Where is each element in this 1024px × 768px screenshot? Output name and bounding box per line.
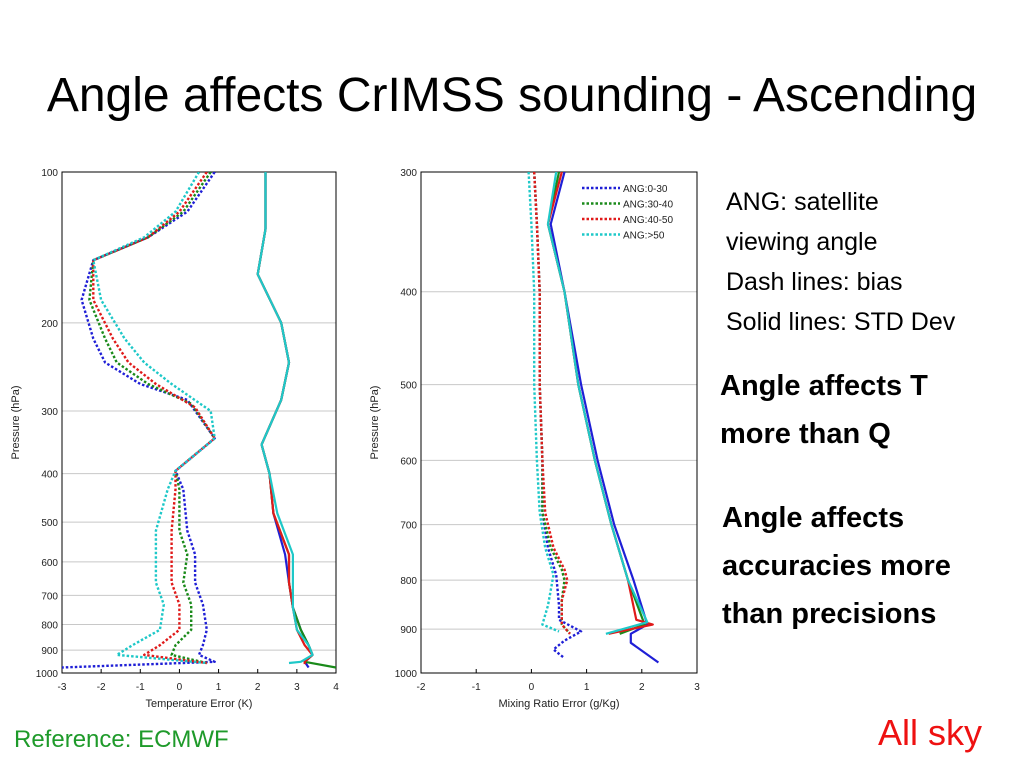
x-tick-label: -1 bbox=[136, 682, 145, 693]
notes-block: ANG: satellite viewing angle Dash lines:… bbox=[726, 182, 955, 342]
callout-line: Angle affects bbox=[722, 502, 905, 534]
note-line: ANG: satellite bbox=[726, 188, 879, 216]
y-tick-label: 400 bbox=[400, 288, 417, 299]
callout-t-vs-q: Angle affects T more than Q bbox=[720, 362, 928, 458]
y-tick-label: 500 bbox=[41, 518, 58, 529]
series-ang-50-dash-line bbox=[527, 172, 560, 633]
series-std-solid-line bbox=[256, 172, 314, 665]
y-axis-label: Pressure (hPa) bbox=[10, 386, 22, 460]
series-std-solid-line bbox=[546, 172, 649, 635]
x-tick-label: 2 bbox=[639, 682, 645, 693]
y-tick-label: 700 bbox=[41, 591, 58, 602]
y-tick-label: 600 bbox=[400, 456, 417, 467]
x-tick-label: -2 bbox=[97, 682, 106, 693]
y-tick-label: 400 bbox=[41, 470, 58, 481]
y-tick-label: 900 bbox=[41, 646, 58, 657]
series-ang-0-30-dash-line bbox=[62, 172, 216, 669]
series-std-solid-line bbox=[256, 172, 336, 669]
x-tick-label: 2 bbox=[255, 682, 261, 693]
legend-label: ANG:30-40 bbox=[623, 200, 673, 211]
x-tick-label: -3 bbox=[58, 682, 67, 693]
legend-label: ANG:40-50 bbox=[623, 215, 673, 226]
y-tick-label: 300 bbox=[41, 407, 58, 418]
x-tick-label: 1 bbox=[216, 682, 222, 693]
note-line: Solid lines: STD Dev bbox=[726, 308, 956, 336]
x-axis-label: Temperature Error (K) bbox=[146, 698, 253, 710]
callout-line: more than Q bbox=[720, 418, 891, 450]
series-std-solid-line bbox=[549, 172, 660, 664]
y-tick-label: 300 bbox=[400, 168, 417, 179]
legend-label: ANG:0-30 bbox=[623, 184, 668, 195]
chart-2: 300 400 500 600 700 800 900 1000 -2 -1 0 1 2 3 Mixing … bbox=[369, 168, 700, 710]
series-ang-40-50-dash-line bbox=[92, 172, 216, 665]
y-tick-label: 200 bbox=[41, 319, 58, 330]
x-tick-label: 1 bbox=[584, 682, 590, 693]
x-tick-label: 0 bbox=[177, 682, 183, 693]
series-std-solid-line bbox=[256, 172, 314, 669]
y-axis-label: Pressure (hPa) bbox=[369, 386, 381, 460]
x-tick-label: 3 bbox=[294, 682, 300, 693]
series-ang-40-50-dash-line bbox=[533, 172, 571, 635]
x-tick-label: 3 bbox=[694, 682, 700, 693]
x-tick-label: -2 bbox=[417, 682, 426, 693]
note-line: viewing angle bbox=[726, 228, 878, 256]
callout-line: than precisions bbox=[722, 598, 937, 630]
callout-line: accuracies more bbox=[722, 550, 951, 582]
x-tick-label: 4 bbox=[333, 682, 339, 693]
callout-accuracy: Angle affects accuracies more than preci… bbox=[722, 494, 951, 638]
series-ang-50-dash-line bbox=[92, 172, 216, 665]
reference-label: Reference: ECMWF bbox=[14, 726, 229, 753]
y-tick-label: 800 bbox=[41, 620, 58, 631]
callout-line: Angle affects T bbox=[720, 370, 928, 402]
plot-frame bbox=[61, 171, 337, 674]
x-tick-label: -1 bbox=[472, 682, 481, 693]
x-axis-label: Mixing Ratio Error (g/Kg) bbox=[498, 698, 619, 710]
y-tick-label: 1000 bbox=[395, 669, 418, 680]
y-tick-label: 800 bbox=[400, 576, 417, 587]
slide-title: Angle affects CrIMSS sounding - Ascendin… bbox=[46, 69, 978, 122]
chart-1: 100 200 300 400 500 600 700 800 900 1000 -3 -2 -1 0 1 2… bbox=[10, 168, 339, 710]
y-tick-label: 700 bbox=[400, 521, 417, 532]
series-ang-30-40-dash-line bbox=[88, 172, 216, 665]
y-tick-label: 900 bbox=[400, 625, 417, 636]
y-tick-label: 100 bbox=[41, 168, 58, 179]
x-tick-label: 0 bbox=[529, 682, 535, 693]
y-tick-label: 500 bbox=[400, 381, 417, 392]
y-tick-label: 600 bbox=[41, 558, 58, 569]
sky-label: All sky bbox=[878, 712, 983, 753]
note-line: Dash lines: bias bbox=[726, 268, 903, 296]
series-std-solid-line bbox=[256, 172, 314, 665]
legend-label: ANG:>50 bbox=[623, 231, 665, 242]
y-tick-label: 1000 bbox=[36, 669, 59, 680]
